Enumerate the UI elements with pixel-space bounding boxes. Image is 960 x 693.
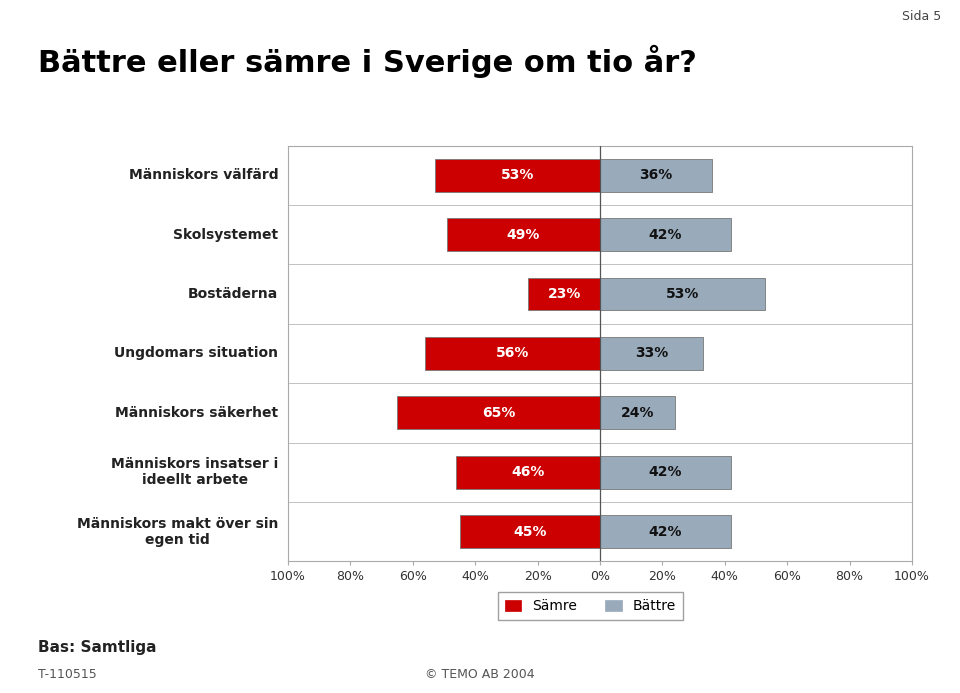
Text: 42%: 42% [649,227,683,242]
Bar [600,159,712,191]
Bar [600,337,703,370]
Text: 53%: 53% [500,168,534,182]
Bar [457,456,600,489]
Bar [600,516,732,548]
Text: 36%: 36% [639,168,673,182]
Text: 42%: 42% [649,465,683,480]
Text: 53%: 53% [666,287,700,301]
Text: Människors säkerhet: Människors säkerhet [115,406,278,420]
Bar [600,456,732,489]
Bar [425,337,600,370]
Bar [600,278,765,310]
Text: T-110515: T-110515 [38,667,97,681]
Bar [528,278,600,310]
Text: 23%: 23% [547,287,581,301]
Legend: Sämre, Bättre: Sämre, Bättre [497,593,684,620]
Text: Människors insatser i
ideellt arbete: Människors insatser i ideellt arbete [111,457,278,487]
Bar [397,396,600,429]
Bar [447,218,600,251]
Bar [435,159,600,191]
Text: 56%: 56% [496,346,529,360]
Text: 45%: 45% [513,525,546,538]
Text: 65%: 65% [482,406,516,420]
Text: 24%: 24% [621,406,654,420]
Text: 42%: 42% [649,525,683,538]
Text: 49%: 49% [507,227,540,242]
Text: 46%: 46% [512,465,545,480]
Text: Bostäderna: Bostäderna [188,287,278,301]
Text: Människors makt över sin
egen tid: Människors makt över sin egen tid [77,516,278,547]
Text: Människors välfärd: Människors välfärd [129,168,278,182]
Text: 33%: 33% [635,346,668,360]
Text: © TEMO AB 2004: © TEMO AB 2004 [425,667,535,681]
Text: Ungdomars situation: Ungdomars situation [114,346,278,360]
Text: Bättre eller sämre i Sverige om tio år?: Bättre eller sämre i Sverige om tio år? [38,45,697,78]
Bar [600,396,675,429]
Text: Skolsystemet: Skolsystemet [173,227,278,242]
Bar [460,516,600,548]
Text: Sida 5: Sida 5 [901,10,941,24]
Bar [600,218,732,251]
Text: Bas: Samtliga: Bas: Samtliga [38,640,156,655]
